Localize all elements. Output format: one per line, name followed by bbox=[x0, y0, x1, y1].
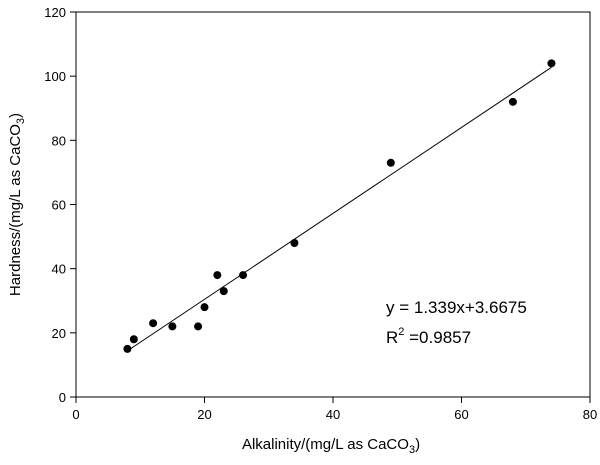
x-tick-label: 60 bbox=[454, 407, 468, 422]
y-axis-ticks: 0 20 40 60 80 100 120 bbox=[44, 5, 76, 405]
data-point bbox=[213, 271, 222, 280]
data-point bbox=[290, 239, 299, 247]
data-point bbox=[123, 344, 132, 353]
x-tick-label: 40 bbox=[326, 407, 340, 422]
data-point bbox=[129, 335, 138, 344]
data-point bbox=[386, 158, 395, 167]
regression-equation: y = 1.339x+3.6675 bbox=[386, 298, 527, 317]
regression-line bbox=[127, 66, 552, 352]
y-axis-title: Hardness/(mg/L as CaCO3) bbox=[7, 113, 27, 296]
r-squared-label: R2 =0.9857 bbox=[386, 326, 471, 347]
y-tick-label: 120 bbox=[44, 5, 66, 20]
data-points bbox=[123, 59, 556, 353]
x-axis-ticks: 0 20 40 60 80 bbox=[72, 397, 597, 422]
y-tick-label: 100 bbox=[44, 69, 66, 84]
plot-area bbox=[75, 11, 591, 398]
y-tick-label: 0 bbox=[59, 390, 66, 405]
y-tick-label: 20 bbox=[52, 326, 66, 341]
data-point bbox=[508, 97, 517, 106]
data-point bbox=[200, 303, 209, 312]
data-point bbox=[168, 322, 177, 331]
y-tick-label: 80 bbox=[52, 133, 66, 148]
x-tick-label: 0 bbox=[72, 407, 79, 422]
y-tick-label: 60 bbox=[52, 198, 66, 213]
x-axis-title: Alkalinity/(mg/L as CaCO3) bbox=[242, 436, 420, 456]
y-tick-label: 40 bbox=[52, 262, 66, 277]
data-point bbox=[149, 319, 158, 328]
x-tick-label: 80 bbox=[583, 407, 597, 422]
x-tick-label: 20 bbox=[197, 407, 211, 422]
plot-frame bbox=[75, 11, 591, 398]
data-point bbox=[547, 59, 556, 68]
data-point bbox=[219, 287, 228, 296]
data-point bbox=[239, 271, 248, 280]
data-point bbox=[194, 322, 203, 331]
